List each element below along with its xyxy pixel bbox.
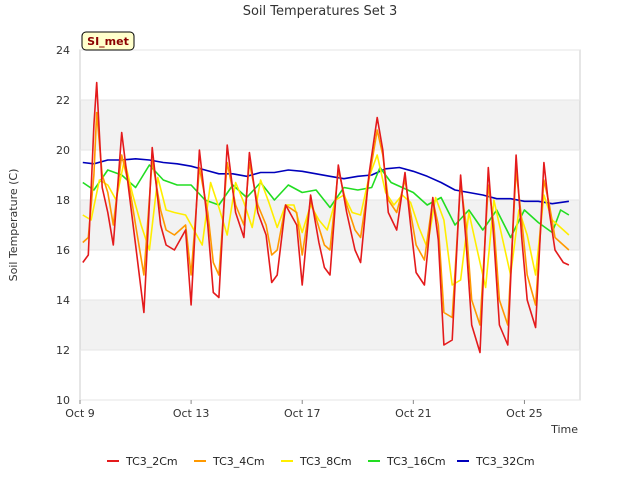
chart-title: Soil Temperatures Set 3: [243, 4, 398, 19]
series-line-tc3-2cm: [82, 81, 570, 354]
plot-band: [80, 350, 580, 400]
plot-band: [80, 150, 580, 200]
plot-background-bands: [80, 50, 580, 400]
series-line-tc3-16cm: [82, 164, 570, 239]
legend-label: TC3_4Cm: [212, 455, 265, 468]
legend-label: TC3_16Cm: [386, 455, 446, 468]
x-tick-label: Oct 13: [173, 407, 210, 420]
y-tick-label: 18: [56, 194, 70, 207]
plot-band: [80, 50, 580, 100]
y-axis-label: Soil Temperature (C): [7, 169, 20, 282]
legend: TC3_2Cm TC3_4Cm TC3_8Cm TC3_16Cm TC3_32Cm: [107, 455, 535, 468]
x-tick-label: Oct 17: [284, 407, 321, 420]
x-tick-label: Oct 21: [395, 407, 432, 420]
series-lines: [82, 81, 570, 354]
legend-item-tc3-4cm: TC3_4Cm: [194, 455, 265, 468]
legend-label: TC3_8Cm: [299, 455, 352, 468]
x-axis-label: Time: [550, 423, 578, 436]
plot-band: [80, 300, 580, 350]
legend-item-tc3-16cm: TC3_16Cm: [368, 455, 446, 468]
legend-label: TC3_32Cm: [475, 455, 535, 468]
x-tick-label: Oct 25: [506, 407, 543, 420]
series-line-tc3-32cm: [82, 158, 570, 205]
plot-band: [80, 100, 580, 150]
y-tick-label: 12: [56, 344, 70, 357]
x-axis-ticks: Oct 9 Oct 13 Oct 17 Oct 21 Oct 25: [65, 400, 543, 420]
y-tick-label: 10: [56, 394, 70, 407]
legend-item-tc3-8cm: TC3_8Cm: [281, 455, 352, 468]
series-line-tc3-8cm: [82, 154, 570, 289]
legend-label: TC3_2Cm: [125, 455, 178, 468]
y-tick-label: 20: [56, 144, 70, 157]
legend-item-tc3-32cm: TC3_32Cm: [457, 455, 535, 468]
x-tick-label: Oct 9: [65, 407, 95, 420]
y-tick-label: 16: [56, 244, 70, 257]
station-badge: SI_met: [81, 31, 135, 51]
plot-band: [80, 200, 580, 250]
y-tick-label: 14: [56, 294, 70, 307]
y-tick-label: 22: [56, 94, 70, 107]
station-badge-label: SI_met: [87, 35, 129, 48]
station-badge-box: [81, 31, 135, 51]
y-axis-ticks: 10 12 14 16 18 20 22 24: [56, 44, 580, 407]
legend-item-tc3-2cm: TC3_2Cm: [107, 455, 178, 468]
y-tick-label: 24: [56, 44, 70, 57]
